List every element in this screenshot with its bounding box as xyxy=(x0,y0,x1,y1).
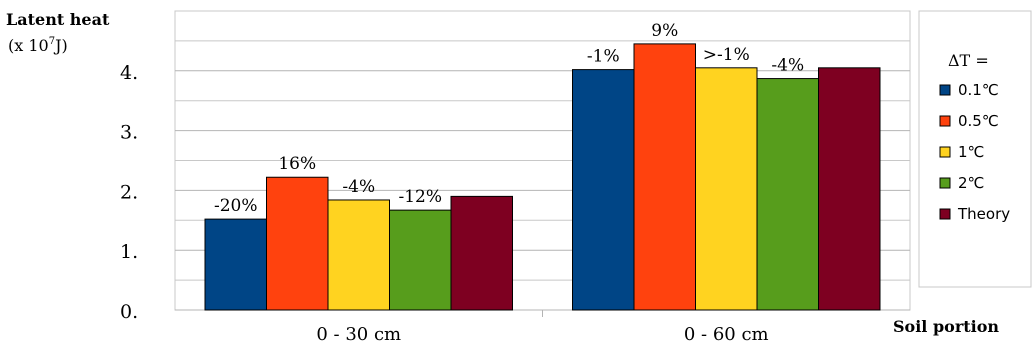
bar-0-3 xyxy=(389,209,452,311)
data-label-1-2: >-1% xyxy=(703,45,750,65)
y-tick-label-2: 2. xyxy=(120,181,138,203)
legend-label-0: 0.1℃ xyxy=(958,81,999,99)
bars xyxy=(204,43,881,311)
y-tick-label-3: 3. xyxy=(120,122,138,144)
data-label-0-3: -12% xyxy=(398,187,442,207)
y-axis-unit: (x 107J) xyxy=(8,36,68,55)
bar-1-1 xyxy=(633,43,696,311)
bar-0-2 xyxy=(327,199,390,311)
y-tick-label-1: 1. xyxy=(120,241,138,263)
legend: ΔT = 0.1℃ 0.5℃ 1℃ 2℃ Theory xyxy=(918,10,1032,288)
category-label-1: 0 - 60 cm xyxy=(684,324,769,345)
bar-0-1 xyxy=(266,176,329,311)
legend-items: 0.1℃ 0.5℃ 1℃ 2℃ Theory xyxy=(939,81,1010,223)
y-axis-label: Latent heat xyxy=(6,10,110,29)
bar-1-0 xyxy=(572,69,635,311)
x-axis-label: Soil portion xyxy=(893,317,999,336)
legend-label-2: 1℃ xyxy=(958,143,984,161)
legend-swatch-4 xyxy=(939,208,951,220)
legend-swatch-3 xyxy=(939,177,951,189)
bar-1-2 xyxy=(695,67,758,311)
bar-1-4 xyxy=(818,67,881,311)
legend-label-3: 2℃ xyxy=(958,174,984,192)
data-label-1-1: 9% xyxy=(651,21,678,41)
data-label-0-2: -4% xyxy=(342,177,375,197)
legend-label-1: 0.5℃ xyxy=(958,112,999,130)
data-label-1-3: -4% xyxy=(771,56,804,76)
bar-1-3 xyxy=(756,78,819,311)
y-axis-unit-exponent: 7 xyxy=(49,36,55,47)
legend-swatch-2 xyxy=(939,146,951,158)
y-tick-label-0: 0. xyxy=(120,301,138,323)
legend-swatch-0 xyxy=(939,84,951,96)
axes: 0. 1. 2. 3. 4. 0 - 30 cm 0 - 60 cm xyxy=(120,62,769,345)
y-tick-label-4: 4. xyxy=(120,62,138,84)
legend-title: ΔT = xyxy=(948,51,989,70)
bar-0-4 xyxy=(450,195,513,311)
legend-swatch-1 xyxy=(939,115,951,127)
legend-label-4: Theory xyxy=(957,205,1010,223)
data-label-0-1: 16% xyxy=(278,154,316,174)
bar-0-0 xyxy=(204,218,267,311)
data-label-1-0: -1% xyxy=(587,47,620,67)
category-label-0: 0 - 30 cm xyxy=(316,324,401,345)
data-label-0-0: -20% xyxy=(214,196,258,216)
y-axis-unit-suffix: J) xyxy=(53,36,68,55)
y-axis-unit-prefix: (x 10 xyxy=(8,36,49,55)
data-labels: -20% 16% -4% -12% -1% 9% >-1% -4% xyxy=(214,21,804,216)
legend-box xyxy=(918,10,1032,288)
